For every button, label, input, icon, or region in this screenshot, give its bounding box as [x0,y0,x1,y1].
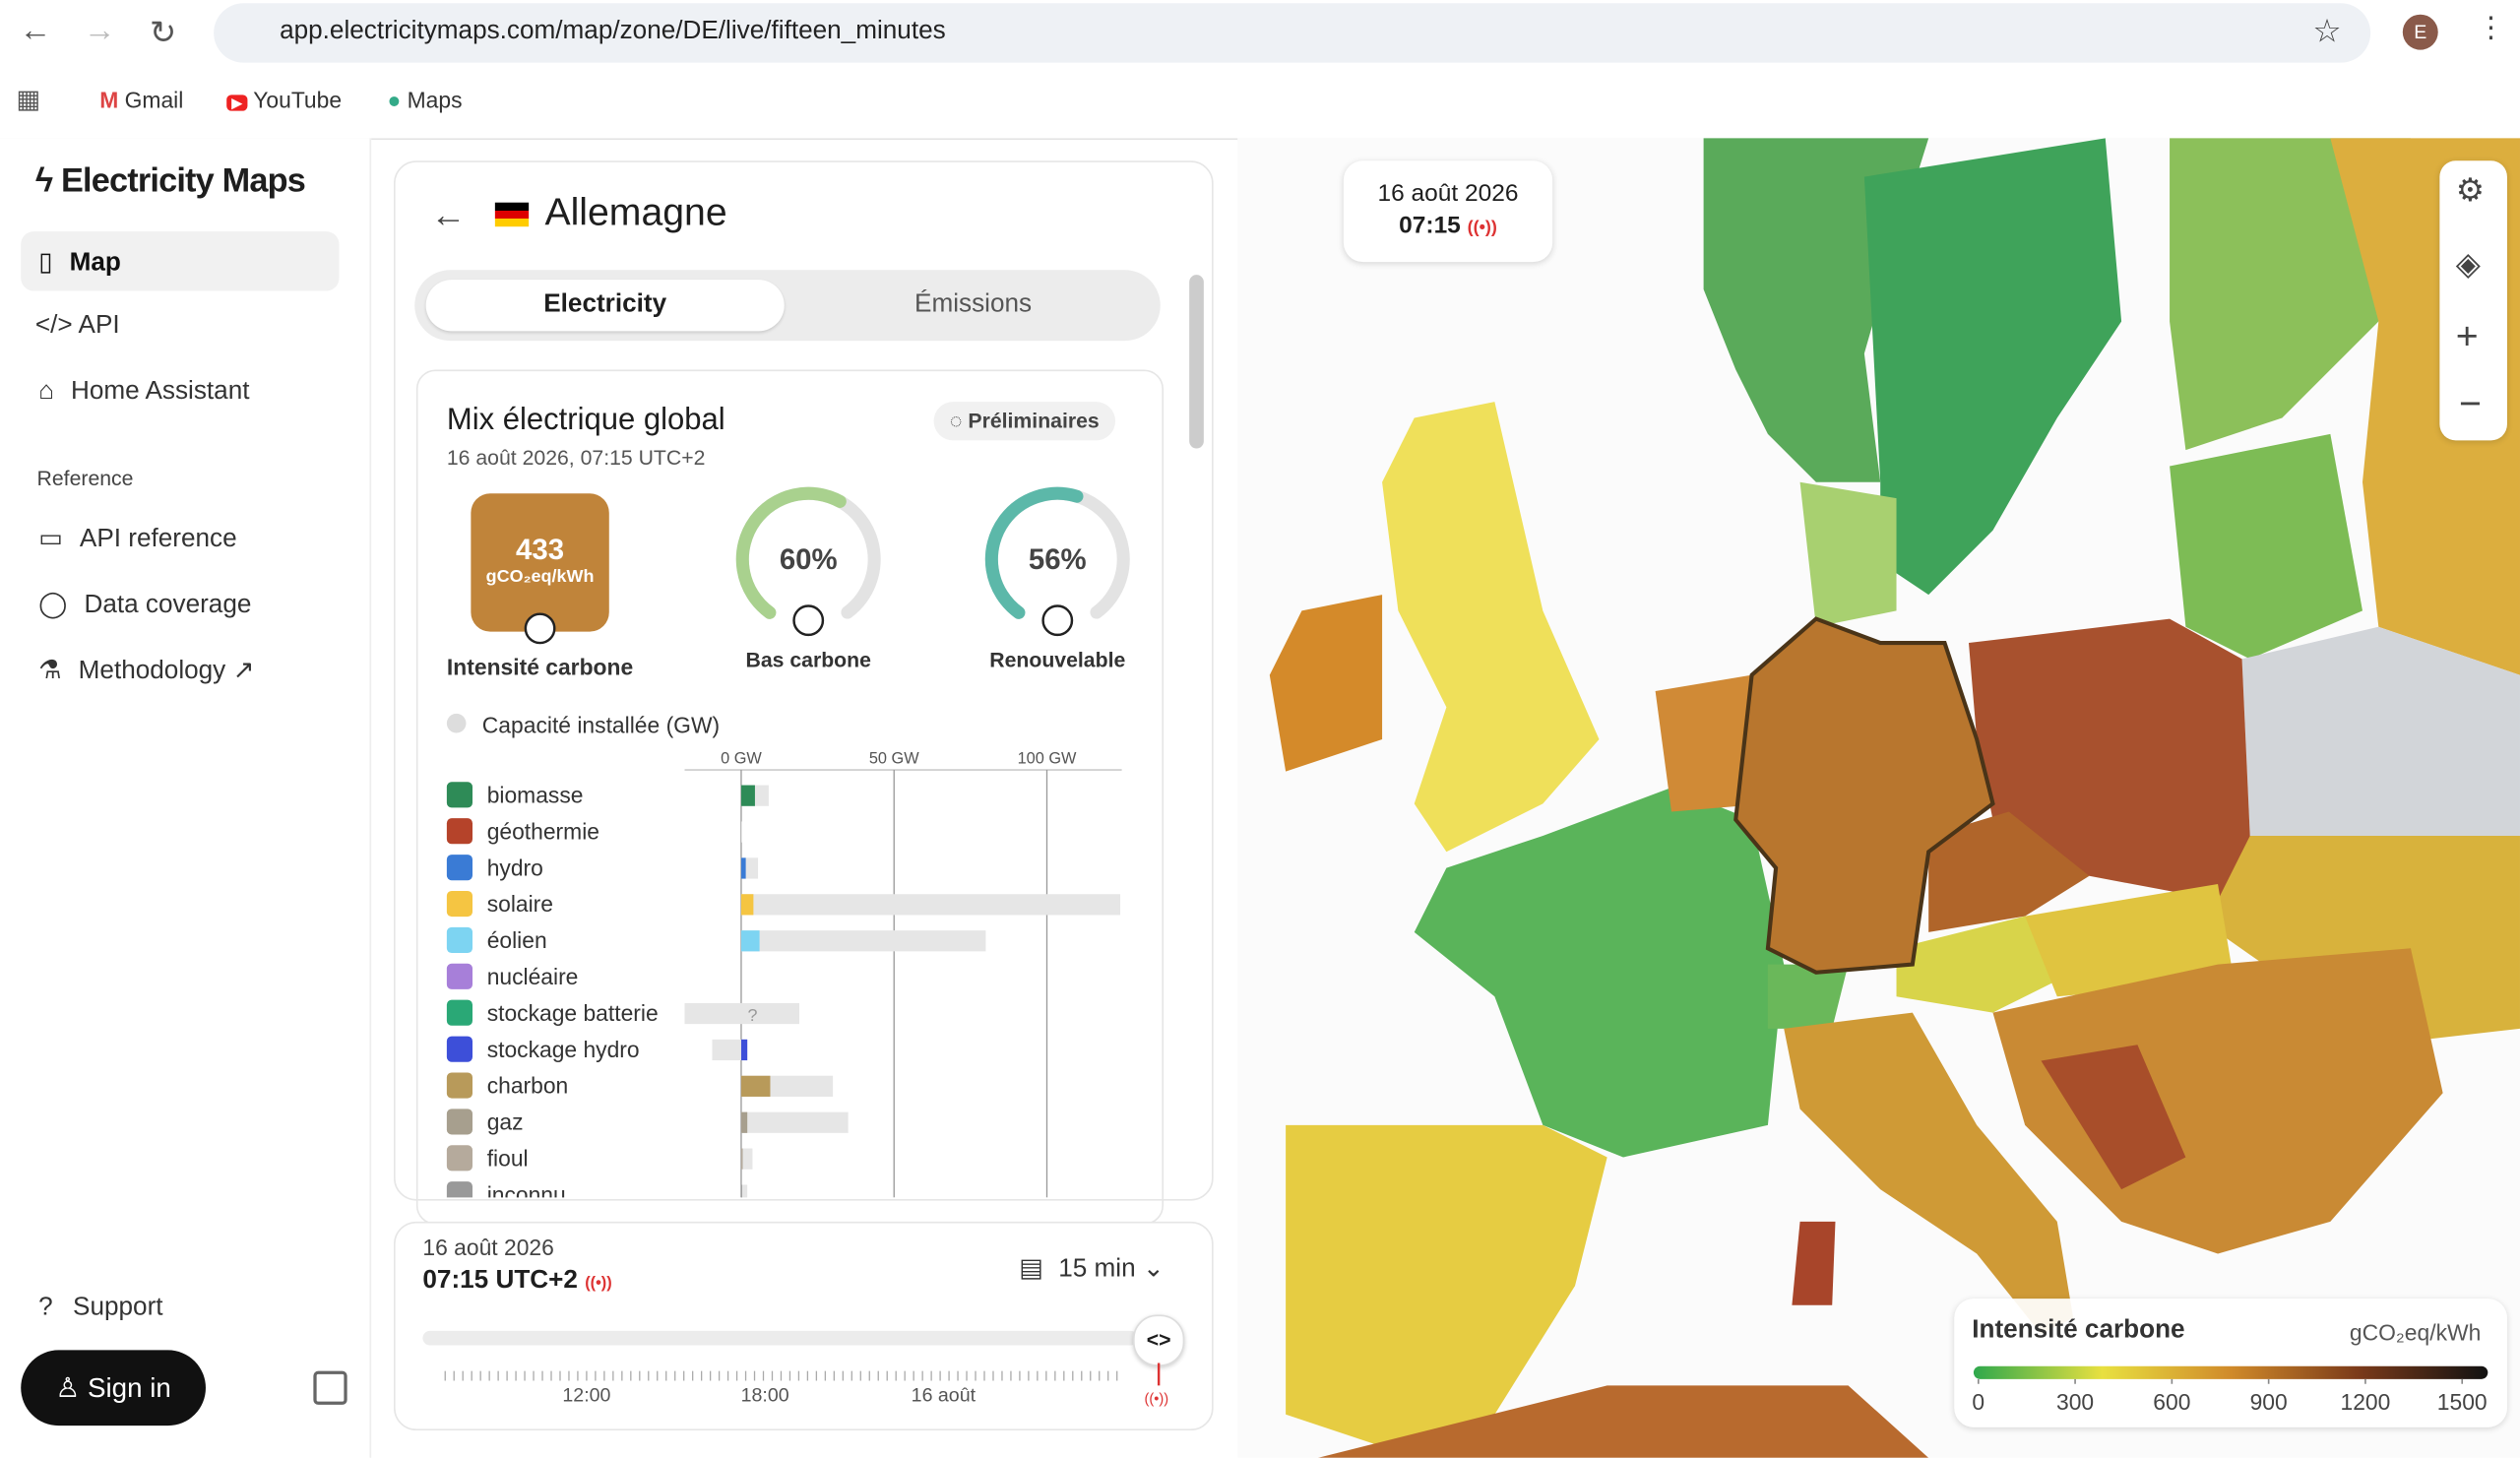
resolution-label: 15 min [1058,1255,1136,1283]
nav-item[interactable]: </> API [34,311,120,340]
time-label: 07:15 UTC+2 [422,1266,578,1295]
legend-title: Intensité carbone [1972,1316,2185,1344]
time-axis-label: 18:00 [740,1383,789,1407]
legend-unit: gCO₂eq/kWh [2349,1319,2482,1346]
live-indicator: ((•)) [1144,1390,1169,1407]
legend [1954,1299,2507,1427]
forward-button[interactable]: → [83,13,116,48]
nav-item[interactable]: ▯ Map [38,249,121,277]
carbon-intensity-box[interactable]: 433 gCO₂eq/kWh [471,493,609,632]
button-label: Sign in [87,1372,171,1404]
sidebar [0,138,372,1458]
brand[interactable]: ϟ Electricity Maps [34,161,306,200]
time-value: 07:15 UTC+2 ((•)) [422,1266,612,1295]
time-slider-track[interactable] [422,1330,1138,1346]
carbon-intensity-label: Intensité carbone [446,654,634,680]
badge: ◌ Préliminaires [933,402,1116,441]
carbon-intensity-unit: gCO₂eq/kWh [485,567,595,587]
zoom-out-button[interactable]: − [2458,382,2482,426]
gauge-label: Bas carbone [745,647,871,672]
map-date: 16 août 2026 [1377,179,1519,208]
map-time: 07:15 [1399,212,1461,240]
bookmark-label: YouTube [253,87,343,113]
time-axis-label: 16 août [911,1383,976,1407]
tab[interactable]: Electricity [543,290,667,319]
nav-item[interactable]: ? Support [38,1294,163,1322]
map-controls [2439,160,2507,441]
map-time-badge: 16 août 2026 07:15 ((•)) [1343,160,1553,263]
nav-item[interactable]: ⚗ Methodology ↗ [38,657,255,685]
sign-in-button[interactable]: ♙ Sign in [21,1350,206,1426]
time-slider-handle[interactable]: <> [1133,1314,1185,1366]
bookmark-label: Maps [407,87,463,113]
bookmark[interactable]: ▶ YouTube [226,87,342,112]
capacity-toggle-label: Capacité installée (GW) [481,712,721,738]
url: app.electricitymaps.com/map/zone/DE/live… [280,17,946,45]
nav-label: Home Assistant [71,377,250,406]
nav-label: Data coverage [84,591,252,619]
collapse-button[interactable] [313,1370,347,1405]
tab[interactable]: Émissions [914,290,1033,319]
bookmark[interactable]: M Gmail [99,87,184,113]
tab-active-bg [425,280,785,332]
nav-label: Methodology [78,657,226,685]
nav-label: API reference [79,525,237,553]
nav-label: API [78,311,120,340]
profile[interactable]: E [2402,14,2438,50]
card-date: 16 août 2026, 07:15 UTC+2 [446,445,706,470]
bookmark-label: Gmail [124,87,184,113]
time-date: 16 août 2026 [422,1234,554,1260]
gauge-label: Renouvelable [989,647,1126,672]
apps[interactable]: ▦ [16,87,41,114]
bookmark[interactable]: ● Maps [387,87,463,113]
settings-button[interactable]: ⚙ [2455,173,2485,210]
brand-name: Electricity Maps [60,161,306,200]
carbon-intensity-value: 433 [516,534,565,566]
layers-button[interactable]: ◈ [2455,247,2481,284]
bookmark-star[interactable]: ☆ [2312,14,2342,50]
nav-label: Support [73,1294,163,1322]
nav-item[interactable]: ⌂ Home Assistant [38,377,250,406]
back-button[interactable]: ← [430,194,467,235]
flag [494,202,530,227]
zone-title: Allemagne [544,191,727,235]
badge-label: Préliminaires [968,408,1100,433]
nav-item[interactable]: ▭ API reference [38,525,237,553]
nav-item[interactable]: ◯ Data coverage [38,591,252,619]
nav-label: Map [69,249,121,277]
nav-active-bg [21,231,340,291]
time-axis-label: 12:00 [562,1383,611,1407]
zoom-in-button[interactable]: + [2455,314,2479,359]
reload-button[interactable]: ↻ [149,16,177,52]
menu[interactable]: ⋮ [2476,11,2506,44]
card-title: Mix électrique global [446,403,725,438]
back-button[interactable]: ← [19,13,52,48]
scrollbar[interactable] [1189,275,1204,449]
toggle[interactable] [446,713,467,733]
time-panel [393,1221,1214,1431]
section-heading: Reference [36,466,134,490]
address-bar[interactable] [214,3,2371,63]
resolution-select[interactable]: ▤ 15 min ⌄ [1019,1255,1165,1283]
